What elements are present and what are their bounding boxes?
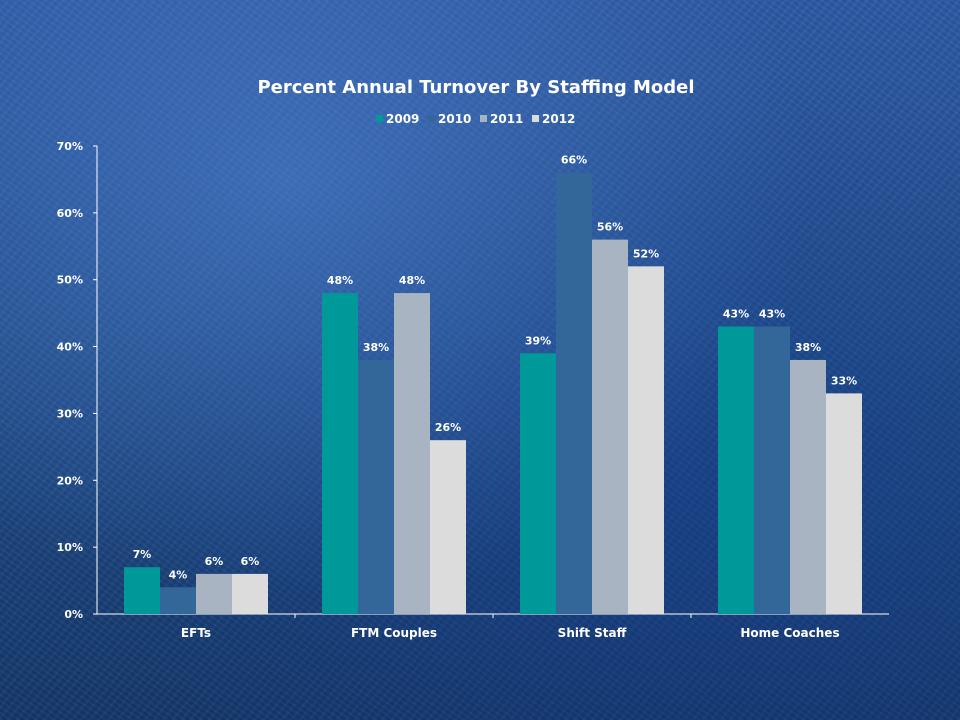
legend-label: 2011	[490, 112, 523, 126]
data-label: 7%	[133, 548, 152, 561]
y-tick-label: 10%	[57, 541, 83, 554]
bar-2012-ftm-couples	[430, 440, 466, 614]
y-tick-label: 30%	[57, 407, 83, 420]
legend-swatch	[376, 115, 383, 122]
data-label: 6%	[205, 555, 224, 568]
y-tick-label: 0%	[64, 608, 83, 621]
y-tick-label: 70%	[57, 140, 83, 153]
data-label: 43%	[723, 308, 749, 321]
bar-2011-ftm-couples	[394, 293, 430, 614]
x-category-label: FTM Couples	[351, 626, 437, 640]
data-label: 48%	[327, 274, 353, 287]
bar-series-group	[124, 172, 862, 614]
bar-2010-shift-staff	[556, 172, 592, 614]
legend-label: 2012	[542, 112, 575, 126]
data-label: 43%	[759, 308, 785, 321]
bar-2012-efts	[232, 573, 268, 614]
data-label: 56%	[597, 221, 623, 234]
data-label: 52%	[633, 247, 659, 260]
data-label: 38%	[363, 341, 389, 354]
bar-2011-shift-staff	[592, 239, 628, 614]
bar-2009-ftm-couples	[322, 293, 358, 614]
data-label: 48%	[399, 274, 425, 287]
x-category-label: Home Coaches	[740, 626, 839, 640]
y-tick-label: 60%	[57, 207, 83, 220]
data-label: 6%	[241, 555, 260, 568]
legend-swatch	[532, 115, 539, 122]
bar-2010-home-coaches	[754, 326, 790, 614]
bar-2009-home-coaches	[718, 326, 754, 614]
x-category-label: EFTs	[181, 626, 211, 640]
bar-2012-home-coaches	[826, 393, 862, 614]
data-label-group: 7% 4% 6% 6% 48% 38% 48% 26% 39% 66% 56% 52% 43% 43% 38…	[133, 154, 858, 582]
y-tick-label: 50%	[57, 274, 83, 287]
chart-title: Percent Annual Turnover By Staffing Mode…	[257, 77, 694, 98]
data-label: 33%	[831, 374, 857, 387]
x-axis: EFTs FTM Couples Shift Staff Home Coaches	[97, 613, 889, 640]
data-label: 38%	[795, 341, 821, 354]
bar-2009-efts	[124, 567, 160, 614]
bar-2012-shift-staff	[628, 266, 664, 614]
x-category-label: Shift Staff	[558, 626, 627, 640]
bar-2010-efts	[160, 587, 196, 614]
y-tick-label: 40%	[57, 341, 83, 354]
legend-label: 2009	[386, 112, 419, 126]
data-label: 39%	[525, 334, 551, 347]
y-axis: 0% 10% 20% 30% 40% 50% 60% 70%	[57, 140, 98, 621]
bar-2011-home-coaches	[790, 359, 826, 614]
y-tick-label: 20%	[57, 474, 83, 487]
data-label: 4%	[169, 568, 188, 581]
data-label: 26%	[435, 421, 461, 434]
bar-2009-shift-staff	[520, 353, 556, 614]
data-label: 66%	[561, 154, 587, 167]
bar-2010-ftm-couples	[358, 359, 394, 614]
legend-swatch	[428, 115, 435, 122]
chart-legend: 2009 2010 2011 2012	[376, 112, 575, 126]
bar-2011-efts	[196, 573, 232, 614]
legend-swatch	[480, 115, 487, 122]
legend-label: 2010	[438, 112, 471, 126]
